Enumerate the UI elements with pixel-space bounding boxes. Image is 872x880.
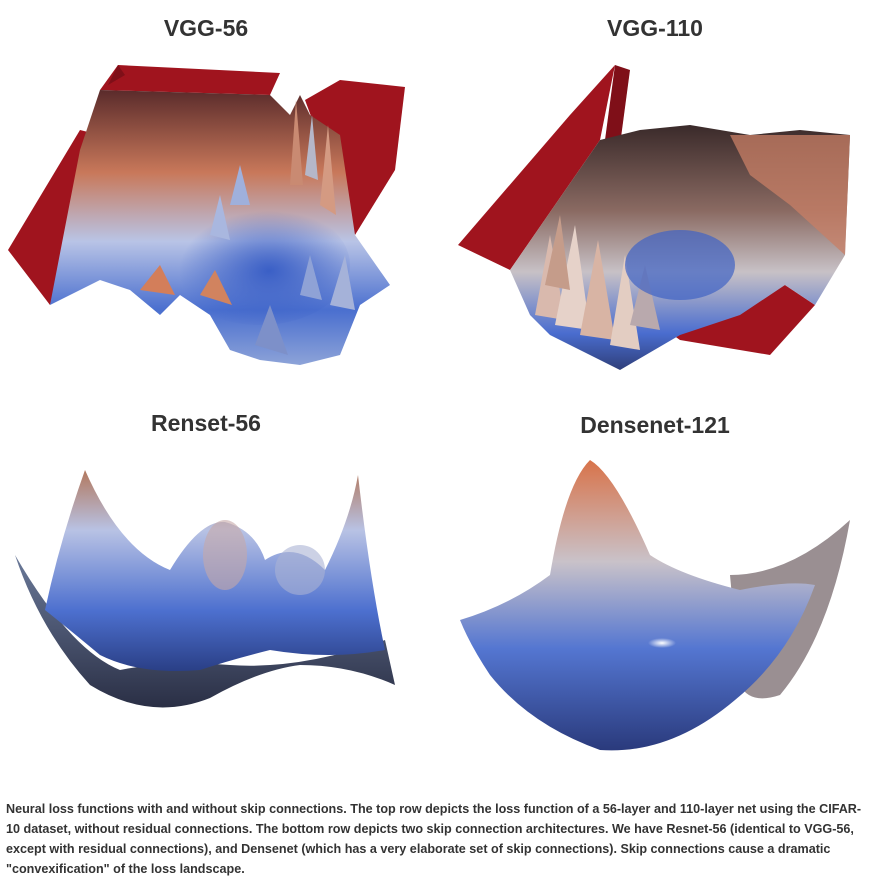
vgg-56-loss-surface [8, 65, 405, 365]
renset-56-loss-surface [15, 470, 395, 708]
panel-title-vgg-110: VGG-110 [607, 15, 703, 41]
vgg-110-loss-surface [458, 65, 850, 370]
panel-title-vgg-56: VGG-56 [163, 15, 249, 41]
panel-title-renset-56: Renset-56 [151, 410, 261, 436]
figure-caption: Neural loss functions with and without s… [6, 802, 862, 876]
panel-title-densenet-121: Densenet-121 [580, 412, 730, 438]
densenet-121-loss-surface [460, 460, 850, 751]
